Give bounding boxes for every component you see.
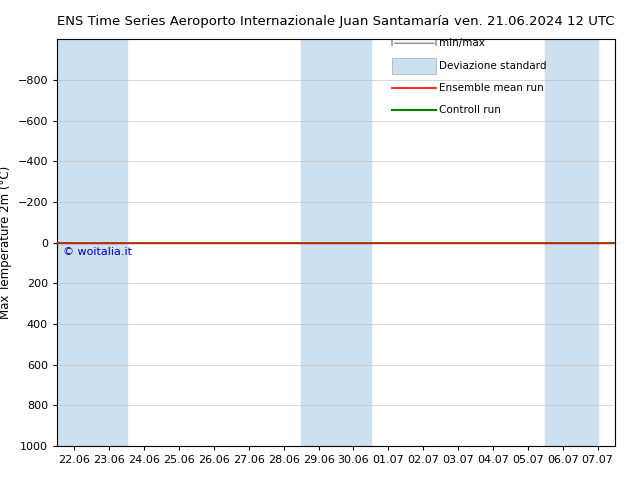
Text: ENS Time Series Aeroporto Internazionale Juan Santamaría: ENS Time Series Aeroporto Internazionale… [57, 15, 450, 28]
Text: Ensemble mean run: Ensemble mean run [439, 83, 544, 93]
Text: © woitalia.it: © woitalia.it [63, 247, 132, 257]
Bar [57, 39, 127, 446]
Text: ven. 21.06.2024 12 UTC: ven. 21.06.2024 12 UTC [455, 15, 615, 28]
Text: Deviazione standard: Deviazione standard [439, 61, 547, 71]
Text: min/max: min/max [439, 38, 485, 49]
Y-axis label: Max Temperature 2m (°C): Max Temperature 2m (°C) [0, 166, 12, 319]
Bar [301, 39, 371, 446]
Bar [392, 57, 436, 74]
Text: Controll run: Controll run [439, 105, 501, 115]
Bar [545, 39, 598, 446]
